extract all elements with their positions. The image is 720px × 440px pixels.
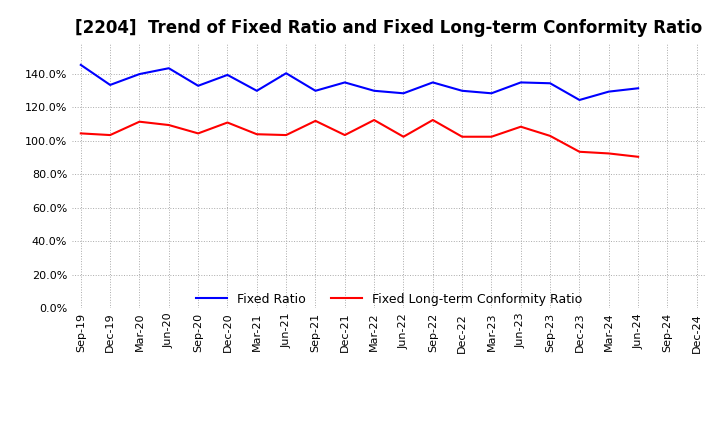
Fixed Ratio: [575, 97, 584, 103]
Fixed Long-term Conformity Ratio: [428, 117, 437, 123]
Fixed Long-term Conformity Ratio: [76, 131, 85, 136]
Fixed Long-term Conformity Ratio: [341, 132, 349, 138]
Fixed Ratio: [634, 86, 642, 91]
Fixed Ratio: [605, 89, 613, 94]
Fixed Long-term Conformity Ratio: [546, 133, 554, 139]
Line: Fixed Long-term Conformity Ratio: Fixed Long-term Conformity Ratio: [81, 120, 638, 157]
Fixed Long-term Conformity Ratio: [106, 132, 114, 138]
Fixed Ratio: [76, 62, 85, 67]
Line: Fixed Ratio: Fixed Ratio: [81, 65, 638, 100]
Fixed Long-term Conformity Ratio: [311, 118, 320, 124]
Fixed Long-term Conformity Ratio: [399, 134, 408, 139]
Fixed Ratio: [370, 88, 379, 93]
Fixed Ratio: [428, 80, 437, 85]
Fixed Ratio: [311, 88, 320, 93]
Fixed Ratio: [487, 91, 496, 96]
Fixed Long-term Conformity Ratio: [487, 134, 496, 139]
Fixed Ratio: [399, 91, 408, 96]
Fixed Long-term Conformity Ratio: [605, 151, 613, 156]
Fixed Long-term Conformity Ratio: [135, 119, 144, 125]
Fixed Ratio: [223, 72, 232, 77]
Fixed Long-term Conformity Ratio: [634, 154, 642, 159]
Title: [2204]  Trend of Fixed Ratio and Fixed Long-term Conformity Ratio: [2204] Trend of Fixed Ratio and Fixed Lo…: [75, 19, 703, 37]
Fixed Ratio: [341, 80, 349, 85]
Fixed Ratio: [546, 81, 554, 86]
Fixed Long-term Conformity Ratio: [282, 132, 290, 138]
Fixed Long-term Conformity Ratio: [164, 122, 173, 128]
Legend: Fixed Ratio, Fixed Long-term Conformity Ratio: Fixed Ratio, Fixed Long-term Conformity …: [191, 288, 587, 311]
Fixed Long-term Conformity Ratio: [575, 149, 584, 154]
Fixed Long-term Conformity Ratio: [516, 124, 525, 129]
Fixed Ratio: [194, 83, 202, 88]
Fixed Ratio: [458, 88, 467, 93]
Fixed Long-term Conformity Ratio: [194, 131, 202, 136]
Fixed Ratio: [282, 70, 290, 76]
Fixed Long-term Conformity Ratio: [223, 120, 232, 125]
Fixed Ratio: [106, 82, 114, 88]
Fixed Ratio: [516, 80, 525, 85]
Fixed Long-term Conformity Ratio: [253, 132, 261, 137]
Fixed Ratio: [135, 71, 144, 77]
Fixed Ratio: [164, 66, 173, 71]
Fixed Long-term Conformity Ratio: [458, 134, 467, 139]
Fixed Ratio: [253, 88, 261, 93]
Fixed Long-term Conformity Ratio: [370, 117, 379, 123]
